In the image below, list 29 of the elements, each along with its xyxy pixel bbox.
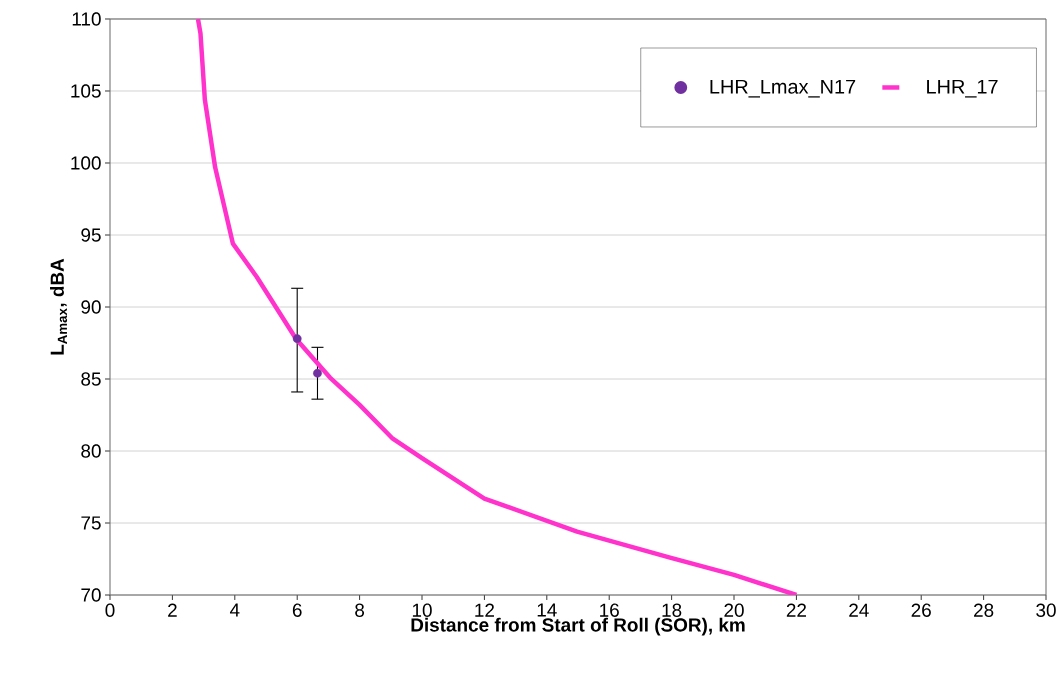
y-tick-label: 95 [81,228,101,242]
y-tick-label: 70 [81,588,101,602]
x-tick-label: 2 [168,603,177,617]
x-tick-label: 6 [292,603,302,617]
x-tick-label: 22 [786,603,806,617]
x-tick-label: 10 [412,603,432,617]
y-tick-label: 100 [71,156,101,170]
y-tick-label: 80 [81,444,101,458]
x-tick-label: 14 [537,603,557,617]
y-tick-label: 75 [81,516,101,530]
x-tick-label: 0 [105,603,115,617]
y-tick-label: 105 [71,84,101,98]
x-axis-title: Distance from Start of Roll (SOR), km [411,617,745,636]
x-tick-label: 18 [662,603,682,617]
y-tick-label: 85 [81,372,101,386]
x-tick-label: 28 [974,603,994,617]
x-tick-label: 4 [229,603,240,617]
x-tick-label: 12 [475,603,494,617]
x-tick-label: 30 [1036,603,1056,617]
y-tick-label: 90 [81,300,101,314]
x-tick-label: 16 [600,603,619,617]
x-tick-label: 26 [911,603,931,617]
x-tick-label: 8 [355,603,365,617]
y-axis-title: L$_{Amax}$, dBA [50,258,68,355]
x-tick-label: 20 [724,603,744,617]
legend-label: LHR_17 [927,79,998,98]
x-tick-label: 24 [849,603,869,617]
y-tick-label: 110 [72,12,101,26]
legend-label: LHR_Lmax_N17 [710,79,856,98]
